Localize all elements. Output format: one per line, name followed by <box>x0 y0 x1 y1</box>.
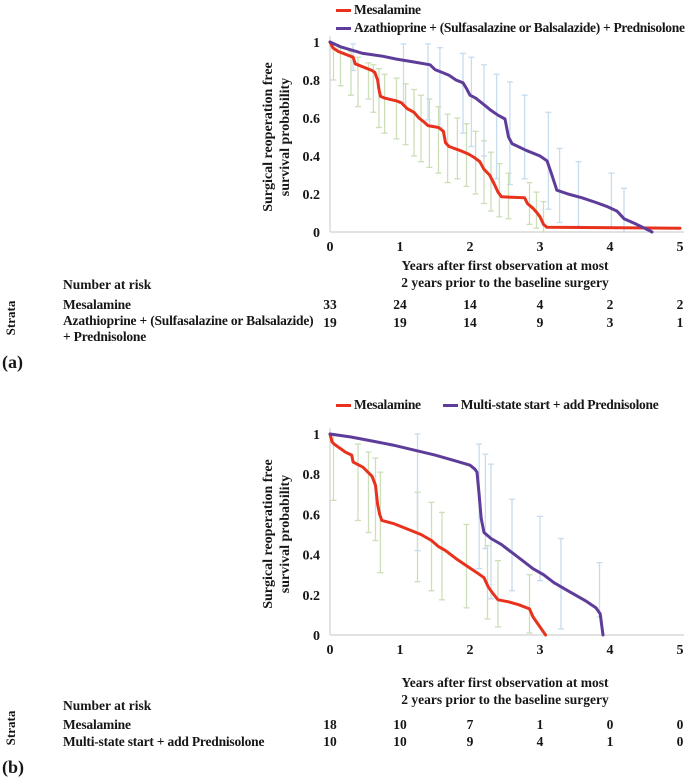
x-tick-label: 3 <box>537 240 544 255</box>
y-tick-label: 0.4 <box>303 150 321 165</box>
risk-count: 14 <box>463 315 477 330</box>
x-tick-label: 0 <box>327 643 334 658</box>
x-tick-label: 2 <box>467 643 474 658</box>
risk-count: 19 <box>323 315 337 330</box>
strata-label-b: Strata <box>3 710 18 746</box>
risk-row-label-b-mesalamine: Mesalamine <box>63 717 131 732</box>
risk-row-counts-a-azathioprine: 19 19 14 9 3 1 <box>250 315 685 331</box>
y-tick-label: 1 <box>313 36 320 51</box>
y-tick-label: 0.8 <box>303 468 321 483</box>
number-at-risk-title-a: Number at risk <box>63 277 152 292</box>
panel-label-b: (b) <box>2 757 24 777</box>
legend-item-multistate: Multi-state start + add Prednisolone <box>442 397 659 413</box>
x-axis-title-a-line2: 2 years prior to the baseline surgery <box>401 275 609 290</box>
survival-chart-a: 0 0.2 0.4 0.6 0.8 1 0 1 2 3 4 5 <box>303 36 684 255</box>
risk-count: 10 <box>393 734 407 749</box>
risk-count: 4 <box>536 297 544 312</box>
risk-count: 3 <box>606 315 614 330</box>
x-tick-label: 1 <box>397 643 404 658</box>
risk-row-counts-b-mesalamine: 18 10 7 1 0 0 <box>250 717 685 733</box>
legend-label-azathioprine: Azathioprine + (Sulfasalazine or Balsala… <box>354 20 685 35</box>
x-axis-title-b-line2: 2 years prior to the baseline surgery <box>401 692 609 707</box>
risk-count: 2 <box>676 297 684 312</box>
x-axis-title-a-line1: Years after first observation at most <box>401 258 609 273</box>
mesalamine-line-swatch-b <box>336 403 351 407</box>
legend-panel-a: Mesalamine Azathioprine + (Sulfasalazine… <box>336 2 685 36</box>
x-axis-title-b: Years after first observation at most 2 … <box>330 674 680 708</box>
risk-count: 9 <box>466 734 474 749</box>
panel-label-a: (a) <box>2 352 23 372</box>
series-line-mesalamine <box>328 432 548 637</box>
series-line-azathioprine-sulfasalazi <box>328 40 654 234</box>
risk-count: 4 <box>536 734 544 749</box>
risk-count: 0 <box>676 717 684 732</box>
risk-row-counts-b-multistate: 10 10 9 4 1 0 <box>250 734 685 750</box>
survival-chart-b: 0 0.2 0.4 0.6 0.8 1 0 1 2 3 4 5 <box>303 428 684 658</box>
strata-label-a: Strata <box>3 300 18 336</box>
risk-count: 18 <box>323 717 337 732</box>
y-tick-label: 0.6 <box>303 508 321 523</box>
series-line-multi-state-start-add-pr <box>328 432 605 637</box>
y-tick-label: 0 <box>313 226 320 241</box>
risk-count: 19 <box>393 315 407 330</box>
risk-row-label-a-mesalamine: Mesalamine <box>63 297 131 312</box>
risk-row-label-b-multistate: Multi-state start + add Prednisolone <box>63 734 265 749</box>
y-tick-label: 0.6 <box>303 112 321 127</box>
x-tick-label: 3 <box>537 643 544 658</box>
x-tick-label: 5 <box>677 240 684 255</box>
legend-label-mesalamine-b: Mesalamine <box>354 397 421 412</box>
risk-count: 1 <box>606 734 614 749</box>
series-line-mesalamine <box>328 40 682 230</box>
y-tick-label: 0.2 <box>303 589 321 604</box>
risk-count: 0 <box>606 717 614 732</box>
risk-row-counts-a-mesalamine: 33 24 14 4 2 2 <box>250 297 685 313</box>
azathioprine-line-swatch <box>336 26 351 30</box>
risk-count: 10 <box>323 734 337 749</box>
y-tick-label: 0.8 <box>303 74 321 89</box>
risk-count: 24 <box>393 297 407 312</box>
x-tick-label: 4 <box>607 643 614 658</box>
risk-count: 0 <box>676 734 684 749</box>
multistate-line-swatch <box>442 403 458 407</box>
legend-item-mesalamine: Mesalamine <box>336 2 685 18</box>
legend-label-multistate: Multi-state start + add Prednisolone <box>460 397 659 412</box>
legend-panel-b: Mesalamine Multi-state start + add Predn… <box>336 397 659 413</box>
legend-label-mesalamine: Mesalamine <box>354 2 421 17</box>
x-axis-title-b-line1: Years after first observation at most <box>401 675 609 690</box>
risk-row-label-a-azathioprine-line2: + Prednisolone <box>63 329 147 344</box>
number-at-risk-title-b: Number at risk <box>63 698 152 713</box>
risk-count: 10 <box>393 717 407 732</box>
y-tick-label: 0.2 <box>303 188 321 203</box>
x-axis-title-a: Years after first observation at most 2 … <box>330 257 680 291</box>
risk-count: 1 <box>536 717 544 732</box>
y-tick-label: 1 <box>313 428 320 443</box>
y-tick-label: 0.4 <box>303 549 321 564</box>
x-tick-label: 5 <box>677 643 684 658</box>
risk-count: 9 <box>536 315 544 330</box>
legend-item-mesalamine-b: Mesalamine <box>336 397 421 413</box>
risk-row-label-a-azathioprine-line1: Azathioprine + (Sulfasalazine or Balsala… <box>63 313 314 328</box>
y-tick-label: 0 <box>313 629 320 644</box>
mesalamine-line-swatch <box>336 8 351 12</box>
risk-count: 33 <box>323 297 337 312</box>
x-tick-label: 2 <box>467 240 474 255</box>
x-tick-label: 4 <box>607 240 614 255</box>
risk-count: 1 <box>676 315 684 330</box>
risk-count: 7 <box>466 717 474 732</box>
x-tick-label: 0 <box>327 240 334 255</box>
legend-item-azathioprine: Azathioprine + (Sulfasalazine or Balsala… <box>336 20 685 36</box>
risk-count: 14 <box>463 297 477 312</box>
risk-count: 2 <box>606 297 614 312</box>
x-tick-label: 1 <box>397 240 404 255</box>
